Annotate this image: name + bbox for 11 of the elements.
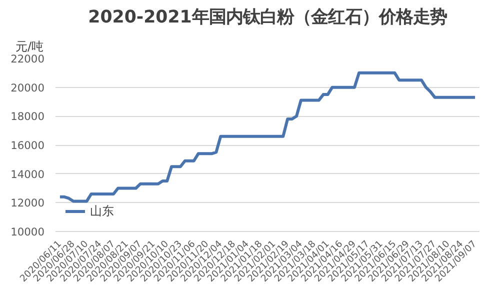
y-tick-label: 14000: [10, 168, 45, 181]
y-tick-label: 16000: [10, 139, 45, 152]
y-tick-label: 12000: [10, 196, 45, 210]
chart-title: 2020-2021年国内钛白粉（金红石）价格走势: [88, 8, 447, 28]
y-tick-label: 20000: [10, 81, 45, 94]
y-tick-label: 10000: [10, 226, 45, 238]
y-tick-label: 22000: [10, 52, 45, 66]
y-axis-title: 元/吨: [16, 40, 44, 54]
line-series: [58, 71, 477, 203]
y-tick-label: 18000: [10, 110, 45, 124]
legend-label: 山东: [90, 202, 114, 220]
